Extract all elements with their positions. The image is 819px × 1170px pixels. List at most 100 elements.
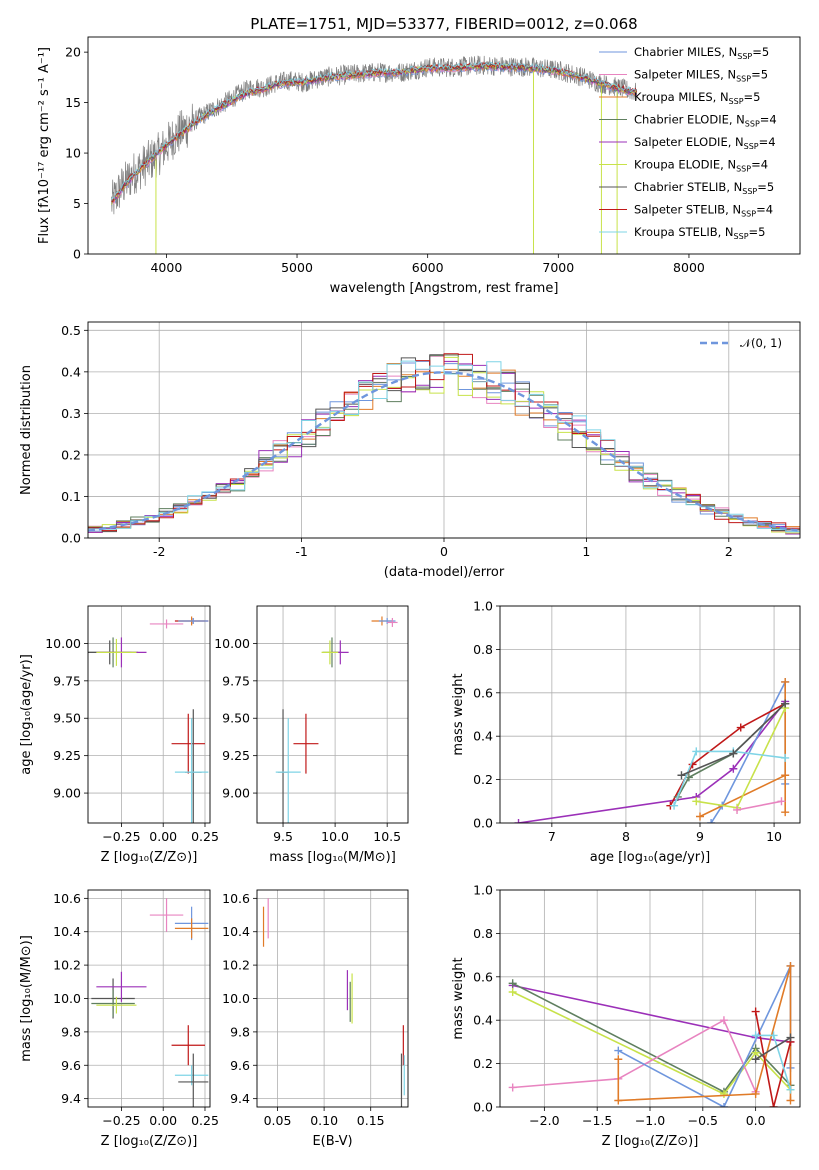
errorbar-point <box>96 638 137 666</box>
y-tick-label: 0.6 <box>473 969 493 984</box>
weight-marker <box>786 1096 795 1105</box>
weight-marker <box>781 699 790 708</box>
weight-line <box>755 1036 791 1060</box>
weight-marker <box>786 961 795 970</box>
x-tick-label: -2 <box>153 544 165 559</box>
plot-area-mass_vs_Z <box>91 898 209 1107</box>
weight-marker <box>614 1046 623 1055</box>
errorbar-point <box>321 640 339 665</box>
y-tick-label: 9.75 <box>53 673 81 688</box>
model-line <box>111 63 637 203</box>
weight-marker <box>769 1031 778 1040</box>
y-tick-label: 9.4 <box>230 1091 250 1106</box>
x-tick-label: 0.25 <box>191 1113 219 1128</box>
weight-marker <box>777 797 786 806</box>
x-axis-label: (data-model)/error <box>384 565 505 580</box>
y-tick-label: 20 <box>65 45 81 60</box>
x-tick-label: −0.5 <box>688 1113 718 1128</box>
x-axis-label: Z [log₁₀(Z/Z⊙)] <box>101 1134 198 1149</box>
x-tick-label: 2 <box>725 544 733 559</box>
y-tick-label: 10.00 <box>214 636 250 651</box>
x-tick-label: 10 <box>766 829 782 844</box>
model-line <box>111 62 638 206</box>
errorbar-point <box>149 898 184 932</box>
y-tick-label: 0.1 <box>61 489 81 504</box>
weight-marker <box>781 677 790 686</box>
weight-marker <box>751 1055 760 1064</box>
x-tick-label: 8 <box>622 829 630 844</box>
x-axis-label: mass [log₁₀(M/M⊙)] <box>269 850 396 865</box>
x-tick-label: 9 <box>696 829 704 844</box>
legend-label: Chabrier STELIB, NSSP=5 <box>634 180 774 196</box>
chart-weight_vs_Z: −2.0 −1.5 −1.0 −0.5 0.0 0.0 0.2 0.4 0.6 0.8 1.0 Z [… <box>451 883 801 1149</box>
weight-line <box>617 965 792 1107</box>
chart-age_vs_mass: 9.5 10.0 10.5 9.00 9.25 9.50 9.75 10.00 mass [lo… <box>214 605 409 865</box>
y-tick-label: 9.6 <box>61 1058 81 1073</box>
y-tick-label: 10.2 <box>222 958 250 973</box>
weight-marker <box>786 1033 795 1042</box>
weight-marker <box>614 1096 623 1105</box>
weight-marker <box>751 1031 760 1040</box>
y-tick-label: 9.25 <box>53 748 81 763</box>
x-tick-label: -1 <box>295 544 307 559</box>
weight-line <box>512 1019 757 1093</box>
y-tick-label: 9.25 <box>222 748 250 763</box>
weight-marker <box>508 979 517 988</box>
weight-marker <box>614 1055 623 1064</box>
x-tick-label: 0.05 <box>264 1113 292 1128</box>
weight-marker <box>751 1007 760 1016</box>
y-tick-label: 10 <box>65 146 81 161</box>
y-tick-label: 9.00 <box>53 786 81 801</box>
weight-marker <box>692 747 701 756</box>
axes-frame <box>256 889 409 1108</box>
y-tick-label: 9.8 <box>230 1024 250 1039</box>
weight-line <box>736 800 782 811</box>
y-tick-label: 0.8 <box>473 926 493 941</box>
x-tick-label: 0.00 <box>149 829 177 844</box>
chart-mass_vs_Z: −0.25 0.00 0.25 9.4 9.6 9.8 10.0 10.2 10.4 10.6 Z … <box>19 889 219 1149</box>
plot-area-residuals <box>88 353 800 535</box>
weight-line <box>512 991 792 1096</box>
weight-marker <box>692 797 701 806</box>
errorbar-point <box>178 1053 209 1107</box>
x-tick-label: 8000 <box>673 260 705 275</box>
y-tick-label: 9.8 <box>61 1024 81 1039</box>
x-tick-label: −1.5 <box>582 1113 612 1128</box>
model-line <box>111 61 637 200</box>
chart-spectrum: 4000 5000 6000 7000 8000 0 5 10 15 20 wavelength [… <box>37 36 801 296</box>
y-tick-label: 10.4 <box>222 924 250 939</box>
model-line <box>111 61 638 203</box>
y-tick-label: 0.0 <box>473 816 493 831</box>
y-tick-label: 9.6 <box>230 1058 250 1073</box>
x-axis-label: wavelength [Angstrom, rest frame] <box>330 281 559 296</box>
y-tick-label: 9.50 <box>222 711 250 726</box>
plot-area-weight_vs_Z <box>508 961 795 1107</box>
x-tick-label: 7000 <box>542 260 574 275</box>
weight-marker <box>781 753 790 762</box>
y-tick-label: 0.5 <box>61 323 81 338</box>
model-line <box>111 65 638 205</box>
errorbar-point <box>96 971 147 1002</box>
y-axis-label: Normed distribution <box>19 365 34 495</box>
errorbar-point <box>91 990 135 1017</box>
errorbar-point <box>171 1025 205 1066</box>
y-tick-label: 0.4 <box>473 729 493 744</box>
axes-frame <box>499 605 801 824</box>
y-tick-label: 15 <box>65 95 81 110</box>
axes-frame <box>87 321 801 539</box>
model-line <box>111 65 637 206</box>
x-tick-label: 5000 <box>281 260 313 275</box>
weight-marker <box>707 819 716 823</box>
y-tick-label: 10.0 <box>222 991 250 1006</box>
legend-label: Salpeter STELIB, NSSP=4 <box>634 203 773 219</box>
y-tick-label: 0.0 <box>61 531 81 546</box>
y-tick-label: 0.8 <box>473 642 493 657</box>
plot-area-age_vs_Z <box>88 616 209 823</box>
y-tick-label: 0.4 <box>473 1013 493 1028</box>
y-tick-label: 9.00 <box>222 786 250 801</box>
model-line <box>111 61 638 203</box>
x-tick-label: −1.0 <box>635 1113 665 1128</box>
y-tick-label: 0.4 <box>61 364 81 379</box>
legend-label: Kroupa STELIB, NSSP=5 <box>634 225 765 241</box>
x-tick-label: 0.10 <box>310 1113 338 1128</box>
